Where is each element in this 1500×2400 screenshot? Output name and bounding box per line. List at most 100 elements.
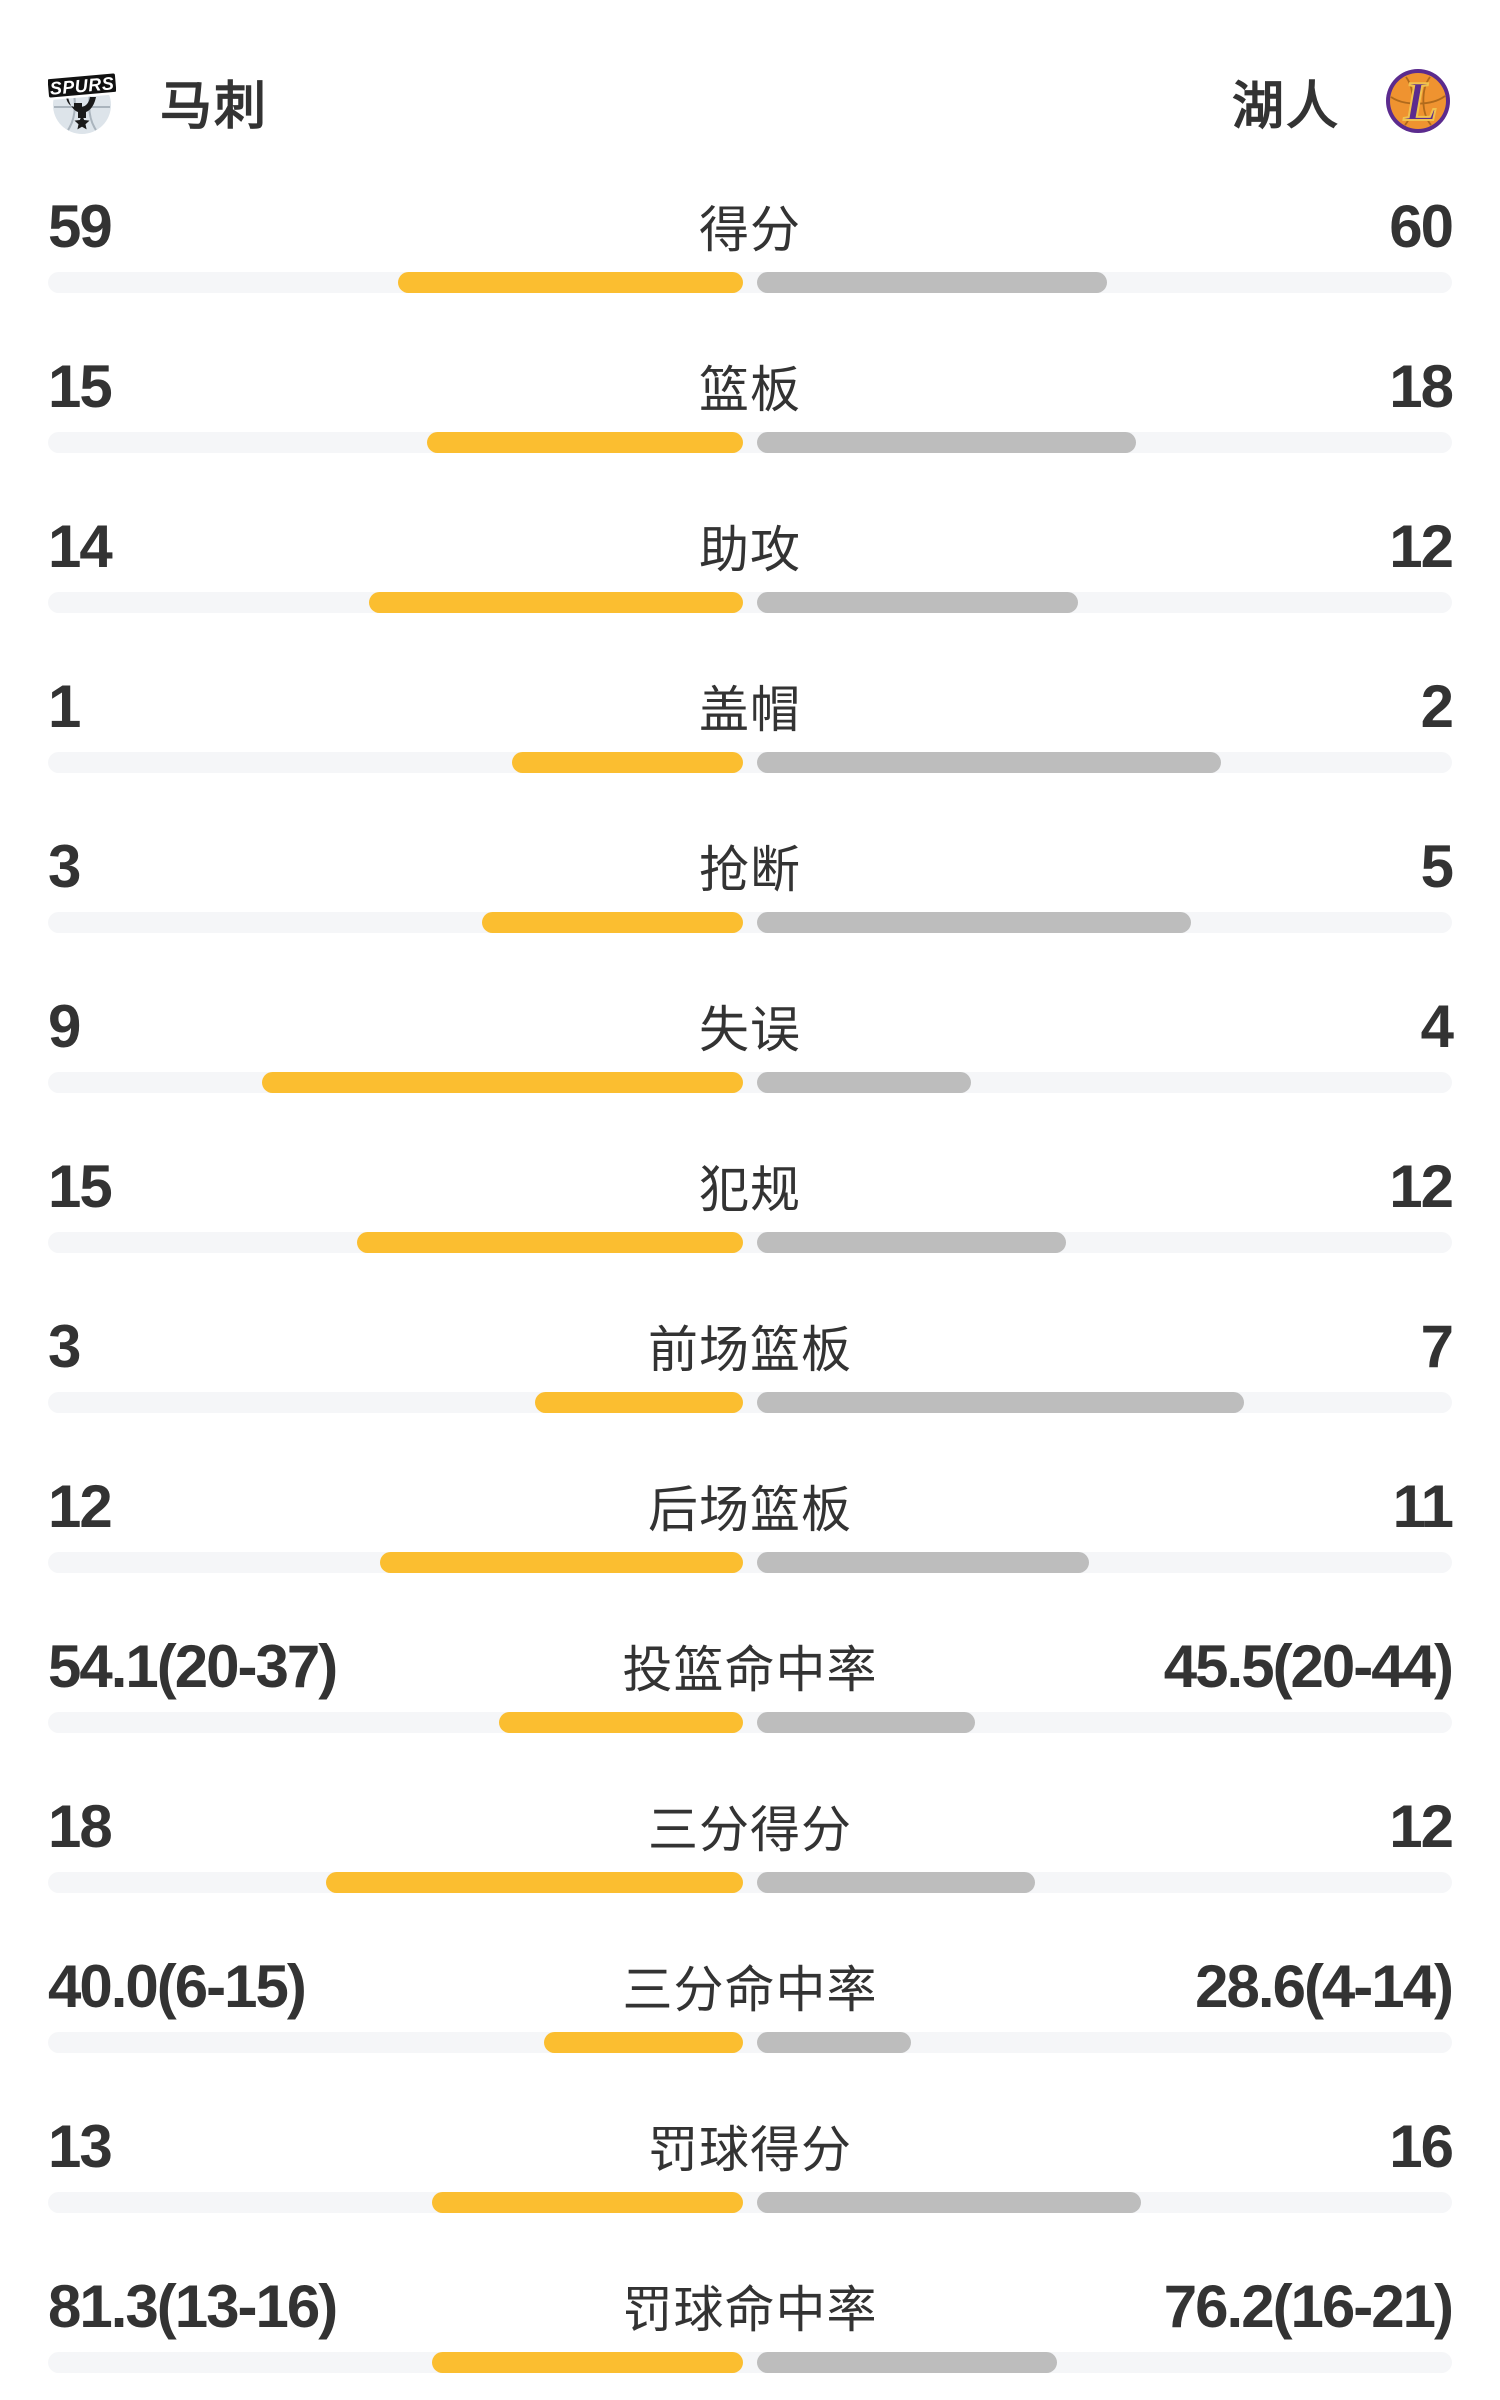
left-team-stat-bar <box>380 1552 743 1573</box>
lakers-logo-icon: L <box>1386 69 1450 134</box>
stat-label: 罚球得分 <box>648 2122 852 2178</box>
left-team-stat-bar <box>262 1072 743 1093</box>
right-team-stat-value: 12 <box>1389 1152 1454 1220</box>
stat-bar-track <box>48 2352 1452 2373</box>
right-team-stat-value: 12 <box>1389 512 1454 580</box>
right-team-stat-bar <box>757 1712 975 1733</box>
stat-bar-track <box>48 752 1452 773</box>
right-team-stat-bar <box>757 432 1136 453</box>
left-team-stat-value: 40.0(6-15) <box>48 1952 307 2020</box>
right-team-stat-bar <box>757 1552 1090 1573</box>
right-team-stat-value: 76.2(16-21) <box>1163 2272 1454 2340</box>
right-team-stat-value: 5 <box>1420 832 1454 900</box>
right-team-stat-bar <box>757 1072 972 1093</box>
left-team-stat-value: 59 <box>48 192 113 260</box>
right-team-stat-bar <box>757 2352 1058 2373</box>
stat-label: 投篮命中率 <box>622 1642 878 1698</box>
lakers-logo-letter: L <box>1403 71 1438 133</box>
stat-rows-container: 59 得分 60 15 篮板 18 14 助攻 12 <box>48 190 1454 2400</box>
left-team-stat-bar <box>511 752 743 773</box>
stat-label: 助攻 <box>699 522 801 578</box>
right-team-stat-value: 12 <box>1389 1792 1454 1860</box>
left-team-stat-value: 14 <box>48 512 113 580</box>
left-team-stat-value: 18 <box>48 1792 113 1860</box>
right-team-stat-bar <box>757 272 1108 293</box>
stat-row: 12 后场篮板 11 <box>48 1470 1454 1630</box>
left-team-name: 马刺 <box>160 77 269 136</box>
stat-row: 9 失误 4 <box>48 990 1454 1150</box>
right-team-stat-value: 11 <box>1392 1472 1454 1540</box>
right-team-stat-value: 60 <box>1389 192 1454 260</box>
left-team-stat-bar <box>499 1712 743 1733</box>
right-team-stat-bar <box>757 2192 1141 2213</box>
right-team-stat-bar <box>757 1392 1244 1413</box>
stat-row: 15 犯规 12 <box>48 1150 1454 1310</box>
right-team-stat-bar <box>757 1232 1066 1253</box>
stat-row: 18 三分得分 12 <box>48 1790 1454 1950</box>
stat-row: 1 盖帽 2 <box>48 670 1454 830</box>
stat-label: 得分 <box>699 202 801 258</box>
stat-bar-track <box>48 2032 1452 2053</box>
header: SPURS 马刺 湖人 L <box>48 0 1452 190</box>
left-team-stat-bar <box>534 1392 743 1413</box>
right-team-stat-bar <box>757 592 1079 613</box>
stat-row: 54.1(20-37) 投篮命中率 45.5(20-44) <box>48 1630 1454 1790</box>
left-team-stat-value: 15 <box>48 352 113 420</box>
left-team-stat-value: 1 <box>48 672 81 740</box>
left-team-stat-bar <box>431 2352 743 2373</box>
stat-label: 罚球命中率 <box>622 2282 878 2338</box>
left-team-stat-bar <box>426 432 743 453</box>
left-team-stat-value: 13 <box>48 2112 113 2180</box>
stat-row: 13 罚球得分 16 <box>48 2110 1454 2270</box>
stat-label: 失误 <box>699 1002 801 1058</box>
left-team-stat-value: 12 <box>48 1472 113 1540</box>
stat-label: 盖帽 <box>699 682 801 738</box>
stat-bar-track <box>48 1712 1452 1733</box>
stat-bar-track <box>48 1072 1452 1093</box>
stat-bar-track <box>48 272 1452 293</box>
right-team-stat-value: 16 <box>1389 2112 1454 2180</box>
right-team-stat-bar <box>757 752 1221 773</box>
left-team-stat-bar <box>326 1872 743 1893</box>
stat-label: 篮板 <box>699 362 801 418</box>
left-team-stat-bar <box>398 272 743 293</box>
stat-row: 59 得分 60 <box>48 190 1454 350</box>
stat-bar-track <box>48 1872 1452 1893</box>
stat-bar-track <box>48 1232 1452 1253</box>
left-team-stat-value: 15 <box>48 1152 113 1220</box>
stat-label: 三分命中率 <box>622 1962 878 2018</box>
stat-label: 三分得分 <box>648 1802 852 1858</box>
stat-bar-track <box>48 592 1452 613</box>
left-team-stat-bar <box>356 1232 743 1253</box>
stat-label: 抢断 <box>699 842 801 898</box>
right-team-stat-value: 45.5(20-44) <box>1163 1632 1454 1700</box>
left-team-stat-bar <box>431 2192 743 2213</box>
left-team-stat-value: 3 <box>48 1312 81 1380</box>
stat-bar-track <box>48 912 1452 933</box>
stat-label: 犯规 <box>699 1162 801 1218</box>
left-team-stat-value: 9 <box>48 992 81 1060</box>
right-team-name: 湖人 <box>1231 77 1340 136</box>
stat-row: 14 助攻 12 <box>48 510 1454 670</box>
right-team-stat-bar <box>757 2032 912 2053</box>
stat-row: 3 前场篮板 7 <box>48 1310 1454 1470</box>
stat-row: 3 抢断 5 <box>48 830 1454 990</box>
stat-row: 40.0(6-15) 三分命中率 28.6(4-14) <box>48 1950 1454 2110</box>
spurs-logo-icon: SPURS <box>48 70 116 134</box>
stat-label: 前场篮板 <box>648 1322 852 1378</box>
stat-bar-track <box>48 432 1452 453</box>
left-team-stat-value: 81.3(13-16) <box>48 2272 338 2340</box>
left-team-stat-bar <box>544 2032 743 2053</box>
left-team-stat-value: 3 <box>48 832 81 900</box>
right-team-stat-bar <box>757 912 1192 933</box>
stat-row: 15 篮板 18 <box>48 350 1454 510</box>
right-team-stat-value: 18 <box>1389 352 1454 420</box>
left-team-stat-value: 54.1(20-37) <box>48 1632 338 1700</box>
stat-bar-track <box>48 1392 1452 1413</box>
right-team-header: 湖人 L <box>1232 64 1452 139</box>
left-team-stat-bar <box>482 912 743 933</box>
right-team-stat-value: 2 <box>1420 672 1454 740</box>
right-team-stat-value: 7 <box>1420 1312 1454 1380</box>
right-team-stat-bar <box>757 1872 1035 1893</box>
